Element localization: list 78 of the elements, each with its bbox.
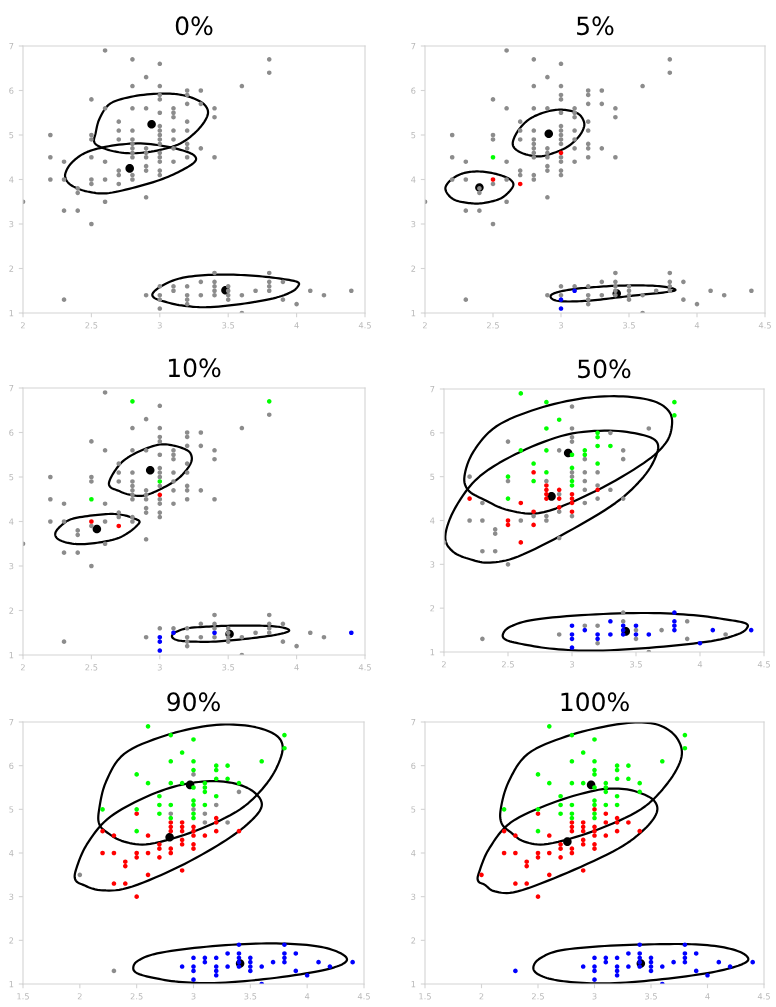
y-tick-label: 2	[411, 265, 416, 272]
x-tick-label: 2.5	[130, 993, 143, 1000]
x-tick-label: 3.5	[630, 661, 642, 668]
x-tick-label: 3.5	[244, 993, 257, 1000]
x-tick-label: 4	[294, 664, 299, 671]
x-tick-label: 4.5	[757, 993, 770, 1000]
y-tick-label: 4	[9, 176, 14, 183]
chart-title: 10%	[168, 358, 221, 378]
x-tick-label: 2	[479, 993, 484, 1000]
x-tick-label: 4	[694, 322, 700, 329]
x-tick-label: 4	[705, 993, 710, 1000]
y-tick-label: 5	[9, 132, 14, 139]
x-tick-label: 4	[294, 322, 299, 329]
y-tick-label: 1	[9, 310, 14, 317]
chart-title: 0%	[175, 16, 213, 36]
x-tick-label: 3.5	[623, 322, 635, 329]
y-tick-label: 4	[430, 517, 435, 524]
y-tick-label: 1	[430, 649, 435, 656]
y-tick-label: 6	[9, 429, 14, 436]
y-tick-label: 4	[411, 176, 416, 183]
y-tick-label: 2	[9, 265, 14, 272]
y-tick-label: 5	[430, 473, 435, 480]
chart-title: 100%	[561, 692, 629, 712]
x-tick-label: 4.5	[757, 661, 770, 668]
y-tick-label: 7	[430, 386, 435, 393]
y-tick-label: 6	[411, 762, 416, 769]
x-tick-label: 2	[422, 322, 427, 329]
y-tick-label: 2	[9, 937, 14, 944]
y-tick-label: 2	[430, 605, 435, 612]
x-tick-label: 4.5	[358, 322, 371, 329]
x-tick-label: 2	[441, 661, 446, 668]
y-tick-label: 7	[411, 719, 416, 726]
y-tick-label: 5	[411, 132, 416, 139]
y-tick-label: 5	[9, 806, 14, 813]
y-tick-label: 1	[9, 652, 14, 659]
y-tick-label: 6	[9, 762, 14, 769]
y-tick-label: 1	[411, 310, 416, 317]
y-tick-label: 4	[9, 850, 14, 857]
x-tick-label: 2.5	[85, 664, 98, 671]
x-tick-label: 2.5	[486, 322, 499, 329]
x-tick-label: 2.5	[85, 322, 98, 329]
y-tick-label: 2	[9, 607, 14, 614]
x-tick-label: 3	[558, 322, 563, 329]
x-tick-label: 2	[20, 664, 25, 671]
chart-title: 50%	[578, 359, 631, 379]
x-tick-label: 4	[304, 993, 310, 1000]
x-tick-label: 4.5	[357, 993, 370, 1000]
x-tick-label: 2.5	[501, 661, 514, 668]
x-tick-label: 2	[20, 322, 25, 329]
y-tick-label: 7	[411, 43, 416, 50]
x-tick-label: 3.5	[645, 993, 657, 1000]
x-tick-label: 2.5	[531, 993, 544, 1000]
x-tick-label: 4.5	[358, 664, 371, 671]
x-tick-label: 4.5	[758, 322, 771, 329]
y-tick-label: 6	[411, 87, 416, 94]
x-tick-label: 3.5	[222, 322, 235, 329]
y-tick-label: 5	[9, 474, 14, 481]
y-tick-label: 4	[411, 850, 416, 857]
x-tick-label: 1.5	[17, 993, 29, 1000]
y-tick-label: 3	[411, 893, 416, 900]
y-tick-label: 7	[9, 43, 14, 50]
x-tick-label: 2	[77, 993, 82, 1000]
x-tick-label: 1.5	[419, 993, 431, 1000]
y-tick-label: 3	[9, 893, 14, 900]
y-tick-label: 2	[411, 937, 416, 944]
y-tick-label: 6	[9, 87, 14, 94]
y-tick-label: 1	[411, 981, 416, 988]
x-tick-label: 4	[697, 661, 703, 668]
x-tick-label: 3	[569, 661, 574, 668]
chart-title: 90%	[167, 692, 220, 712]
x-tick-label: 3.5	[222, 664, 235, 671]
y-tick-label: 7	[9, 385, 14, 392]
y-tick-label: 1	[9, 981, 14, 988]
y-tick-label: 3	[430, 561, 435, 568]
y-tick-label: 4	[9, 518, 14, 525]
y-tick-label: 5	[411, 806, 416, 813]
y-tick-label: 7	[9, 719, 14, 726]
chart-title: 5%	[577, 16, 614, 36]
